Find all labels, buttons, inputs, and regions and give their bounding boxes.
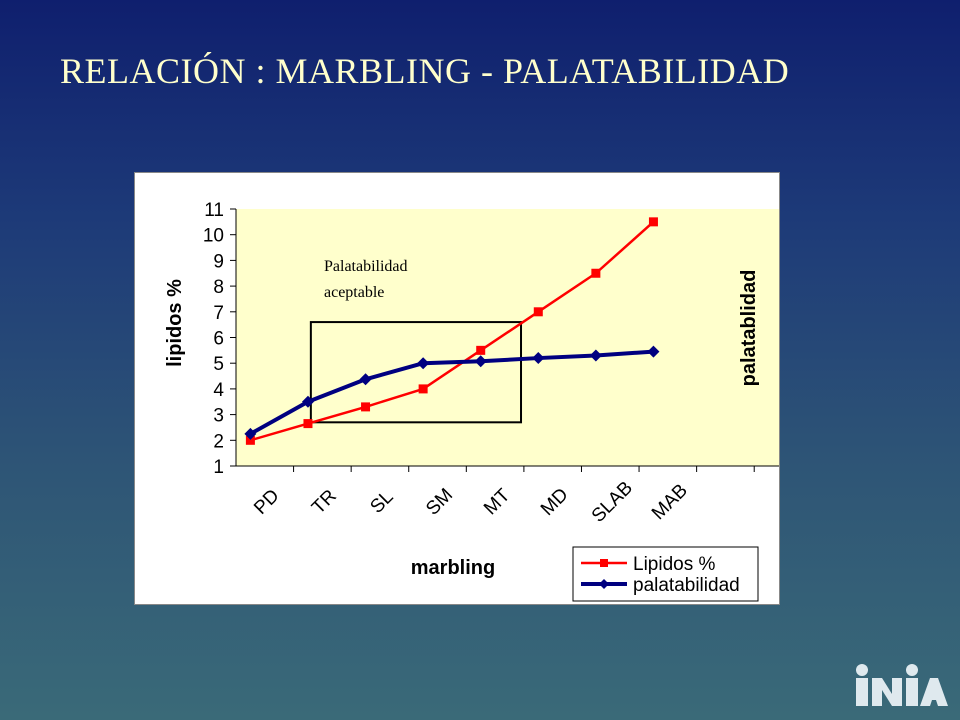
- data-point-lipidos: [303, 419, 313, 429]
- data-point-palatabilidad: [359, 373, 372, 386]
- legend-box: [572, 546, 759, 602]
- y-tick-label: 7: [213, 303, 224, 324]
- series-line-palatabilidad: [249, 349, 654, 436]
- y2-axis-label: palatablidad: [738, 270, 760, 387]
- acceptable-region-rect: [309, 321, 523, 424]
- y-tick-label: 2: [213, 431, 224, 452]
- data-point-palatabilidad: [417, 357, 430, 370]
- data-point-palatabilidad: [301, 395, 314, 408]
- x-tick-label: MAB: [648, 480, 692, 524]
- x-axis-label: marbling: [411, 557, 495, 579]
- data-point-palatabilidad: [647, 345, 660, 358]
- y-tick-label: 10: [203, 226, 224, 247]
- annotation-box: Palatabilidad aceptable: [309, 258, 523, 424]
- data-point-lipidos: [361, 402, 371, 412]
- legend: Lipidos % palatabilidad: [572, 546, 759, 602]
- x-tick-label: SM: [422, 485, 457, 520]
- data-point-palatabilidad: [244, 427, 257, 440]
- y-tick-label: 3: [213, 406, 224, 427]
- data-point-lipidos: [591, 268, 601, 278]
- data-point-lipidos: [533, 307, 543, 317]
- series-group: [244, 217, 660, 445]
- y-tick-label: 4: [213, 380, 224, 401]
- chart-svg: 123456789101144.555.566.577.58PDTRSLSMMT…: [164, 200, 821, 602]
- x-tick-label: MD: [537, 484, 573, 520]
- annotation-text-line1: Palatabilidad: [324, 258, 408, 275]
- data-point-lipidos: [245, 435, 255, 445]
- y-tick-label: 11: [204, 200, 224, 221]
- chart-container: 123456789101144.555.566.577.58PDTRSLSMMT…: [134, 172, 821, 605]
- data-point-lipidos: [476, 345, 486, 355]
- x-tick-label: TR: [308, 486, 341, 519]
- y-tick-label: 8: [213, 277, 224, 298]
- data-point-palatabilidad: [532, 352, 545, 365]
- x-tick-label: SLAB: [588, 478, 637, 527]
- data-point-palatabilidad: [589, 349, 602, 362]
- y-tick-label: 1: [213, 457, 224, 478]
- y-tick-label: 9: [213, 251, 224, 272]
- x-tick-label: SL: [366, 486, 397, 517]
- plot-area: [236, 209, 783, 466]
- legend-marker-lipidos: [600, 559, 608, 567]
- x-tick-label: PD: [250, 485, 284, 519]
- data-point-lipidos: [648, 217, 658, 227]
- y-axis-label: lipidos %: [164, 279, 186, 367]
- data-point-lipidos: [418, 384, 428, 394]
- data-point-palatabilidad: [474, 355, 487, 368]
- series-line-lipidos: [250, 220, 655, 442]
- y-tick-label: 6: [213, 329, 224, 350]
- annotation-text-line2: aceptable: [324, 284, 384, 301]
- y-tick-label: 5: [213, 354, 224, 375]
- inia-logo: [856, 664, 948, 706]
- legend-label-lipidos: Lipidos %: [633, 554, 715, 575]
- legend-label-palatabilidad: palatabilidad: [633, 575, 740, 596]
- legend-marker-palatabilidad: [599, 579, 609, 589]
- slide-title: RELACIÓN : MARBLING - PALATABILIDAD: [60, 51, 790, 91]
- x-tick-label: MT: [480, 485, 515, 520]
